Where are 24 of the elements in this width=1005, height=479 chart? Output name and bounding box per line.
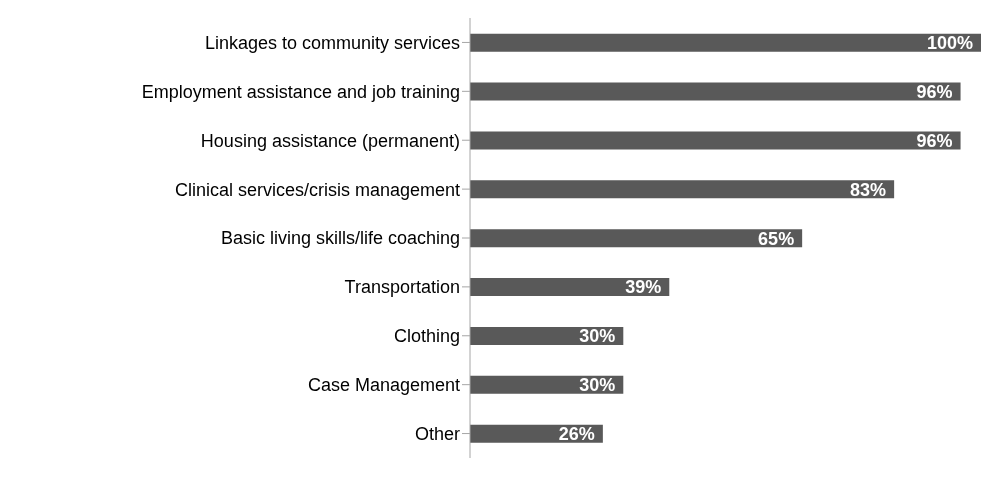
data-label: 96% <box>916 81 953 102</box>
bar <box>470 131 961 150</box>
data-label: 96% <box>916 130 953 151</box>
data-label: 65% <box>758 228 795 249</box>
y-tick-label: Other <box>414 423 460 444</box>
data-label: 100% <box>926 32 973 53</box>
data-label: 39% <box>625 277 662 298</box>
data-label: 30% <box>579 375 616 396</box>
y-tick-label: Transportation <box>344 277 460 298</box>
y-tick-label: Clothing <box>393 326 460 347</box>
y-tick-label: Linkages to community services <box>204 32 460 53</box>
data-label: 26% <box>558 424 595 445</box>
bar <box>470 180 895 199</box>
bar <box>470 82 961 101</box>
y-tick-label: Case Management <box>307 375 460 396</box>
bar <box>470 229 803 248</box>
y-tick-label: Clinical services/crisis management <box>174 179 460 200</box>
data-label: 30% <box>579 326 616 347</box>
bar <box>470 33 981 52</box>
data-label: 83% <box>850 179 887 200</box>
y-tick-label: Basic living skills/life coaching <box>220 228 460 249</box>
y-tick-label: Housing assistance (permanent) <box>200 130 460 151</box>
bar <box>470 278 670 297</box>
y-tick-label: Employment assistance and job training <box>141 81 460 102</box>
